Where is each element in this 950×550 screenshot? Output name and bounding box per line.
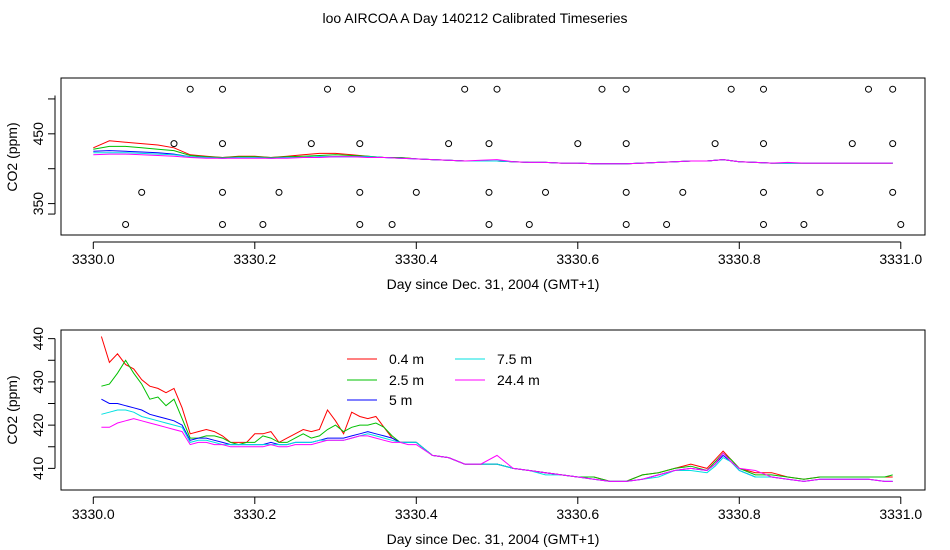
series-line-5	[93, 153, 893, 165]
legend-label: 24.4 m	[497, 372, 540, 388]
data-point	[412, 188, 420, 196]
x-tick-label: 3330.8	[718, 506, 761, 522]
data-point	[356, 140, 364, 148]
data-point	[219, 85, 226, 93]
data-point	[356, 188, 364, 196]
x-tick-label: 3330.6	[556, 251, 599, 267]
y-tick-label: 350	[30, 192, 46, 216]
bottom-series-lines	[100, 336, 893, 482]
bottom-y-axis-label: CO2 (ppm)	[4, 375, 20, 444]
x-tick-label: 3330.2	[233, 506, 276, 522]
data-point	[816, 188, 824, 196]
legend-label: 7.5 m	[497, 351, 532, 367]
data-point	[485, 140, 493, 148]
legend: 0.4 m 2.5 m 5 m 7.5 m 24.4 m	[347, 351, 540, 408]
legend-label: 2.5 m	[389, 372, 424, 388]
data-point	[138, 188, 146, 196]
data-point	[219, 188, 226, 196]
data-point	[889, 85, 897, 93]
bottom-y-axis: 410 420 430 440	[30, 327, 56, 480]
data-point	[679, 188, 687, 196]
data-point	[598, 85, 606, 93]
data-point	[663, 221, 671, 228]
data-point	[219, 140, 226, 148]
data-point	[889, 188, 897, 196]
x-tick-label: 3330.4	[395, 251, 438, 267]
bottom-x-axis: 3330.0 3330.2 3330.4 3330.6 3330.8 3331.0	[72, 496, 922, 522]
data-point	[219, 221, 226, 228]
x-tick-label: 3330.6	[556, 506, 599, 522]
x-tick-label: 3330.8	[718, 251, 761, 267]
data-point	[186, 85, 194, 93]
data-point	[622, 140, 630, 148]
data-point	[275, 188, 283, 196]
data-point	[485, 221, 493, 228]
x-tick-label: 3331.0	[879, 251, 922, 267]
data-point	[760, 85, 767, 93]
bottom-panel: 3330.0 3330.2 3330.4 3330.6 3330.8 3331.0 410…	[4, 327, 926, 547]
data-point	[324, 85, 331, 93]
data-point	[727, 85, 735, 93]
y-tick-label: 450	[30, 122, 46, 146]
series-line-4	[101, 409, 893, 482]
top-plot-frame	[60, 77, 926, 236]
top-y-axis: 350 450	[30, 95, 56, 216]
data-point	[525, 221, 533, 228]
x-tick-label: 3330.0	[72, 506, 115, 522]
bottom-plot-frame	[60, 329, 926, 491]
data-point	[622, 221, 630, 228]
data-point	[445, 140, 453, 148]
y-tick-label: 440	[30, 327, 46, 351]
data-point	[259, 221, 267, 228]
series-line-1	[93, 140, 893, 165]
data-point	[574, 140, 582, 148]
top-panel: 3330.0 3330.2 3330.4 3330.6 3330.8 3331.0 350…	[4, 77, 926, 292]
y-tick-label: 420	[30, 413, 46, 437]
data-point	[760, 140, 767, 148]
top-series-lines	[93, 140, 893, 165]
series-line-1	[100, 336, 893, 482]
data-point	[865, 85, 872, 93]
data-point	[307, 140, 315, 148]
data-point	[889, 140, 897, 148]
x-tick-label: 3331.0	[879, 506, 922, 522]
data-point	[461, 85, 469, 93]
legend-label: 5 m	[389, 392, 412, 408]
y-tick-label: 430	[30, 370, 46, 394]
legend-label: 0.4 m	[389, 351, 424, 367]
data-point	[711, 140, 719, 148]
data-point	[542, 188, 549, 196]
data-point	[800, 221, 808, 228]
y-tick-label: 410	[30, 456, 46, 480]
top-data-points	[122, 85, 905, 228]
series-line-3	[101, 398, 893, 482]
data-point	[622, 188, 630, 196]
data-point	[897, 221, 905, 228]
data-point	[122, 221, 130, 228]
x-tick-label: 3330.2	[233, 251, 276, 267]
data-point	[485, 188, 493, 196]
data-point	[493, 85, 501, 93]
data-point	[760, 188, 767, 196]
series-line-5	[101, 418, 893, 482]
data-point	[356, 221, 364, 228]
data-point	[622, 85, 630, 93]
top-x-axis-label: Day since Dec. 31, 2004 (GMT+1)	[387, 276, 600, 292]
top-y-axis-label: CO2 (ppm)	[4, 122, 20, 191]
x-tick-label: 3330.0	[72, 251, 115, 267]
data-point	[760, 221, 767, 228]
top-x-axis: 3330.0 3330.2 3330.4 3330.6 3330.8 3331.0	[72, 241, 922, 267]
data-point	[848, 140, 856, 148]
data-point	[170, 140, 178, 148]
bottom-x-axis-label: Day since Dec. 31, 2004 (GMT+1)	[387, 531, 600, 547]
x-tick-label: 3330.4	[395, 506, 438, 522]
data-point	[388, 221, 396, 228]
page-title: loo AIRCOA A Day 140212 Calibrated Times…	[322, 10, 628, 26]
data-point	[348, 85, 356, 93]
